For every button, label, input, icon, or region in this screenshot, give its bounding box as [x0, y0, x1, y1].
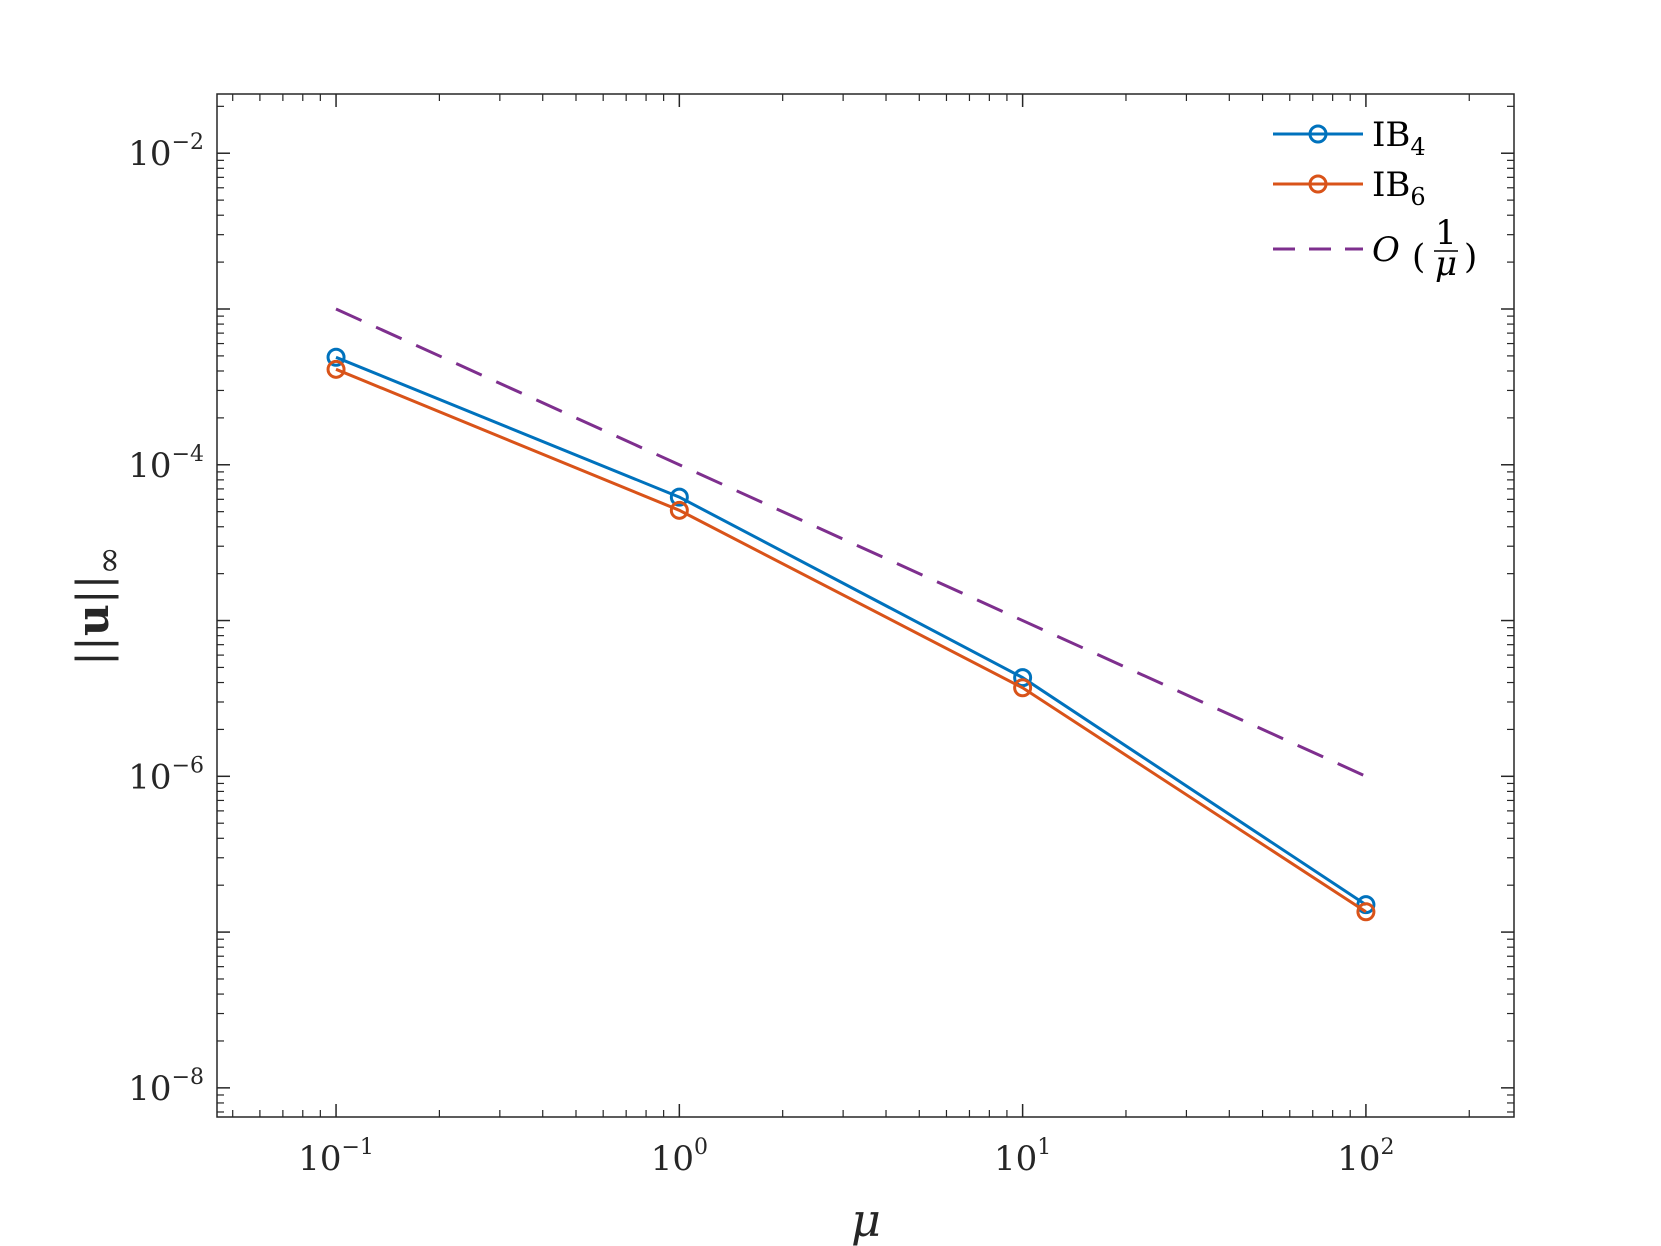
legend-entry-ib6: IB6 — [1273, 165, 1426, 211]
legend-marker-ib6 — [1308, 174, 1328, 194]
series-point-1 — [1013, 678, 1033, 698]
series-line-0 — [335, 355, 1367, 906]
series-layer — [326, 307, 1376, 922]
legend-fraction-den: μ — [1435, 244, 1457, 284]
series-point-0 — [1356, 895, 1376, 915]
legend-fraction-num: 1 — [1435, 213, 1457, 253]
legend-label-ib4: IB4 — [1372, 115, 1426, 161]
x-axis-label: μ — [851, 1193, 881, 1246]
legend-paren-left: ( — [1412, 237, 1425, 277]
y-tick-label: 10−2 — [128, 130, 204, 174]
series-point-0 — [326, 347, 346, 367]
series-point-1 — [326, 359, 346, 379]
y-tick-label: 10−4 — [128, 442, 204, 486]
legend-label-ib6: IB6 — [1372, 165, 1426, 211]
major-ticks — [217, 94, 1514, 1117]
x-tick-labels: 10−1 100 101 102 — [298, 1135, 1394, 1179]
series-line-2 — [335, 307, 1367, 778]
y-tick-label: 10−8 — [128, 1065, 204, 1109]
legend-label-order: O — [1372, 230, 1400, 270]
legend-entry-ib4: IB4 — [1273, 115, 1426, 161]
x-tick-label: 101 — [994, 1135, 1051, 1179]
y-axis-label: ||u||∞ — [68, 546, 129, 666]
svg-text:||u||∞: ||u||∞ — [68, 546, 129, 666]
minor-ticks — [217, 94, 1514, 1117]
y-tick-label: 10−6 — [128, 753, 204, 797]
x-tick-label: 102 — [1337, 1135, 1394, 1179]
legend-marker-ib4 — [1308, 124, 1328, 144]
series-line-1 — [335, 367, 1367, 914]
y-tick-labels: 10−8 10−6 10−4 10−2 — [128, 130, 204, 1109]
series-point-1 — [669, 500, 689, 520]
legend-paren-right: ) — [1464, 237, 1477, 277]
plot-frame — [216, 93, 1515, 1118]
series-point-0 — [669, 487, 689, 507]
x-tick-label: 10−1 — [298, 1135, 374, 1179]
legend: IB4 IB6 O ( 1 μ ) — [1273, 115, 1477, 284]
series-point-0 — [1013, 668, 1033, 688]
x-tick-label: 100 — [651, 1135, 708, 1179]
series-point-1 — [1356, 902, 1376, 922]
legend-entry-order: O ( 1 μ ) — [1273, 213, 1477, 284]
